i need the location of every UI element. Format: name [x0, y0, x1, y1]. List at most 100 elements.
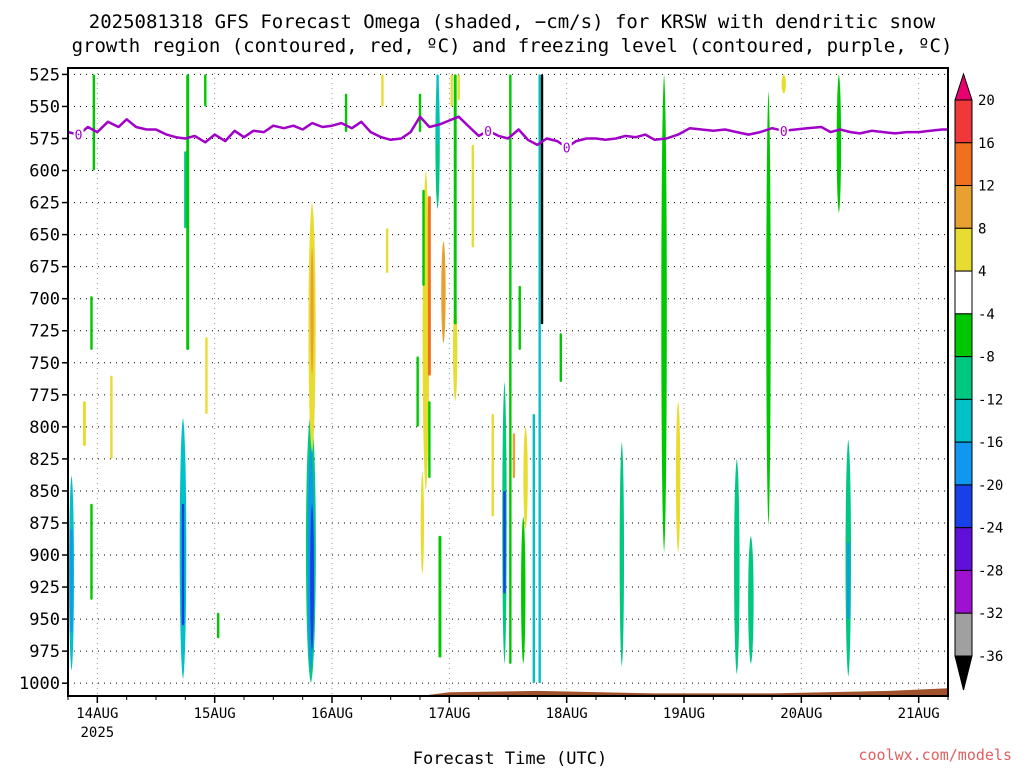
colorbar-tick-label: 8: [978, 221, 986, 237]
colorbar-segment: [954, 398, 973, 443]
y-tick-label: 575: [29, 129, 60, 149]
y-tick-label: 625: [29, 194, 60, 214]
omega-region: [427, 196, 431, 376]
omega-region: [847, 542, 850, 620]
omega-region: [422, 189, 425, 286]
colorbar-tick-label: -20: [978, 478, 1003, 494]
y-tick-label: 1000: [19, 674, 60, 694]
y-tick-label: 850: [29, 482, 60, 502]
y-tick-label: 975: [29, 642, 60, 662]
colorbar-tick-label: -8: [978, 350, 995, 366]
colorbar-tick-label: -24: [978, 521, 1003, 537]
omega-region: [438, 535, 442, 658]
omega-region: [450, 74, 453, 107]
title-line-2: growth region (contoured, red, ºC) and f…: [72, 35, 953, 57]
omega-region: [436, 74, 439, 145]
y-tick-label: 525: [29, 65, 60, 85]
freezing-level-label: 0: [563, 141, 571, 156]
colorbar-segment: [954, 313, 973, 358]
omega-region: [428, 401, 431, 479]
colorbar-tick-label: -28: [978, 563, 1003, 579]
x-tick-label: 20AUG: [780, 706, 822, 722]
y-tick-label: 775: [29, 386, 60, 406]
omega-region: [559, 333, 562, 382]
omega-region: [491, 414, 494, 517]
omega-region: [420, 471, 424, 575]
omega-region: [441, 241, 446, 344]
freezing-level-label: 0: [780, 125, 788, 140]
x-axis-label: Forecast Time (UTC): [413, 749, 607, 768]
y-tick-label: 750: [29, 354, 60, 374]
x-tick-label: 19AUG: [663, 706, 705, 722]
y-tick-label: 725: [29, 322, 60, 342]
omega-region: [310, 247, 314, 376]
plot-area: 0 0 0 0: [68, 68, 948, 696]
omega-region: [205, 337, 208, 415]
colorbar-segment: [954, 527, 973, 571]
y-tick-label: 925: [29, 578, 60, 598]
omega-region: [503, 490, 506, 594]
freezing-level-label-bg: [73, 126, 84, 141]
colorbar-tick-label: -4: [978, 307, 995, 323]
omega-region: [184, 151, 187, 229]
omega-region: [471, 144, 474, 248]
x-tick-year-label: 2025: [80, 725, 114, 741]
y-tick-label: 900: [29, 546, 60, 566]
x-tick-label: 16AUG: [311, 706, 353, 722]
y-tick-label: 950: [29, 610, 60, 630]
omega-region: [90, 503, 93, 600]
omega-region: [70, 529, 73, 632]
omega-region: [90, 296, 93, 350]
omega-region: [186, 74, 190, 350]
colorbar-tick-label: -32: [978, 606, 1003, 622]
freezing-level-label-bg: [561, 139, 572, 154]
omega-region: [92, 74, 96, 171]
y-tick-label: 825: [29, 450, 60, 470]
plot-background: [68, 68, 948, 696]
x-tick-label: 17AUG: [428, 706, 470, 722]
y-tick-label: 550: [29, 97, 60, 117]
y-tick-label: 600: [29, 162, 60, 182]
colorbar-tick-label: -36: [978, 649, 1003, 665]
colorbar: 20 16 12 8 4 -4 -8 -12 -16 -20 -24 -28 -32 -36: [954, 72, 1003, 691]
omega-region: [781, 74, 786, 94]
colorbar-tick-label: 20: [978, 93, 995, 109]
colorbar-segment: [954, 227, 973, 272]
omega-region: [619, 442, 625, 667]
omega-region: [734, 458, 740, 675]
omega-region: [512, 433, 516, 479]
x-tick-label: 18AUG: [546, 706, 588, 722]
omega-region: [518, 285, 521, 350]
freezing-level-label-bg: [778, 122, 789, 137]
plot-clipped: 0 0 0 0: [68, 68, 948, 696]
colorbar-tick-label: -12: [978, 392, 1003, 408]
omega-region: [416, 356, 419, 427]
freezing-level-label: 0: [484, 125, 492, 140]
omega-region: [836, 74, 842, 213]
colorbar-segment: [954, 142, 973, 187]
colorbar-top-arrow: [954, 72, 973, 101]
omega-region: [181, 503, 185, 626]
credit-text: coolwx.com/models: [858, 746, 1012, 764]
omega-region: [310, 503, 314, 652]
omega-region: [766, 91, 771, 526]
omega-region: [748, 535, 754, 664]
title-line-1: 2025081318 GFS Forecast Omega (shaded, −…: [89, 11, 936, 33]
colorbar-segment: [954, 484, 973, 529]
x-tick-label: 14AUG: [76, 706, 118, 722]
omega-region: [523, 426, 528, 530]
terrain-surface: [68, 688, 948, 696]
omega-shading: [69, 74, 852, 684]
colorbar-segment: [954, 569, 973, 614]
x-tick-label: 21AUG: [898, 706, 940, 722]
y-tick-label: 650: [29, 226, 60, 246]
omega-region: [453, 298, 458, 402]
colorbar-tick-label: 12: [978, 179, 995, 195]
colorbar-tick-label: 16: [978, 136, 995, 152]
colorbar-tick-label: -16: [978, 435, 1003, 451]
omega-region: [344, 93, 348, 133]
colorbar-segment: [954, 612, 973, 657]
omega-region: [538, 74, 541, 684]
omega-region: [204, 74, 207, 107]
